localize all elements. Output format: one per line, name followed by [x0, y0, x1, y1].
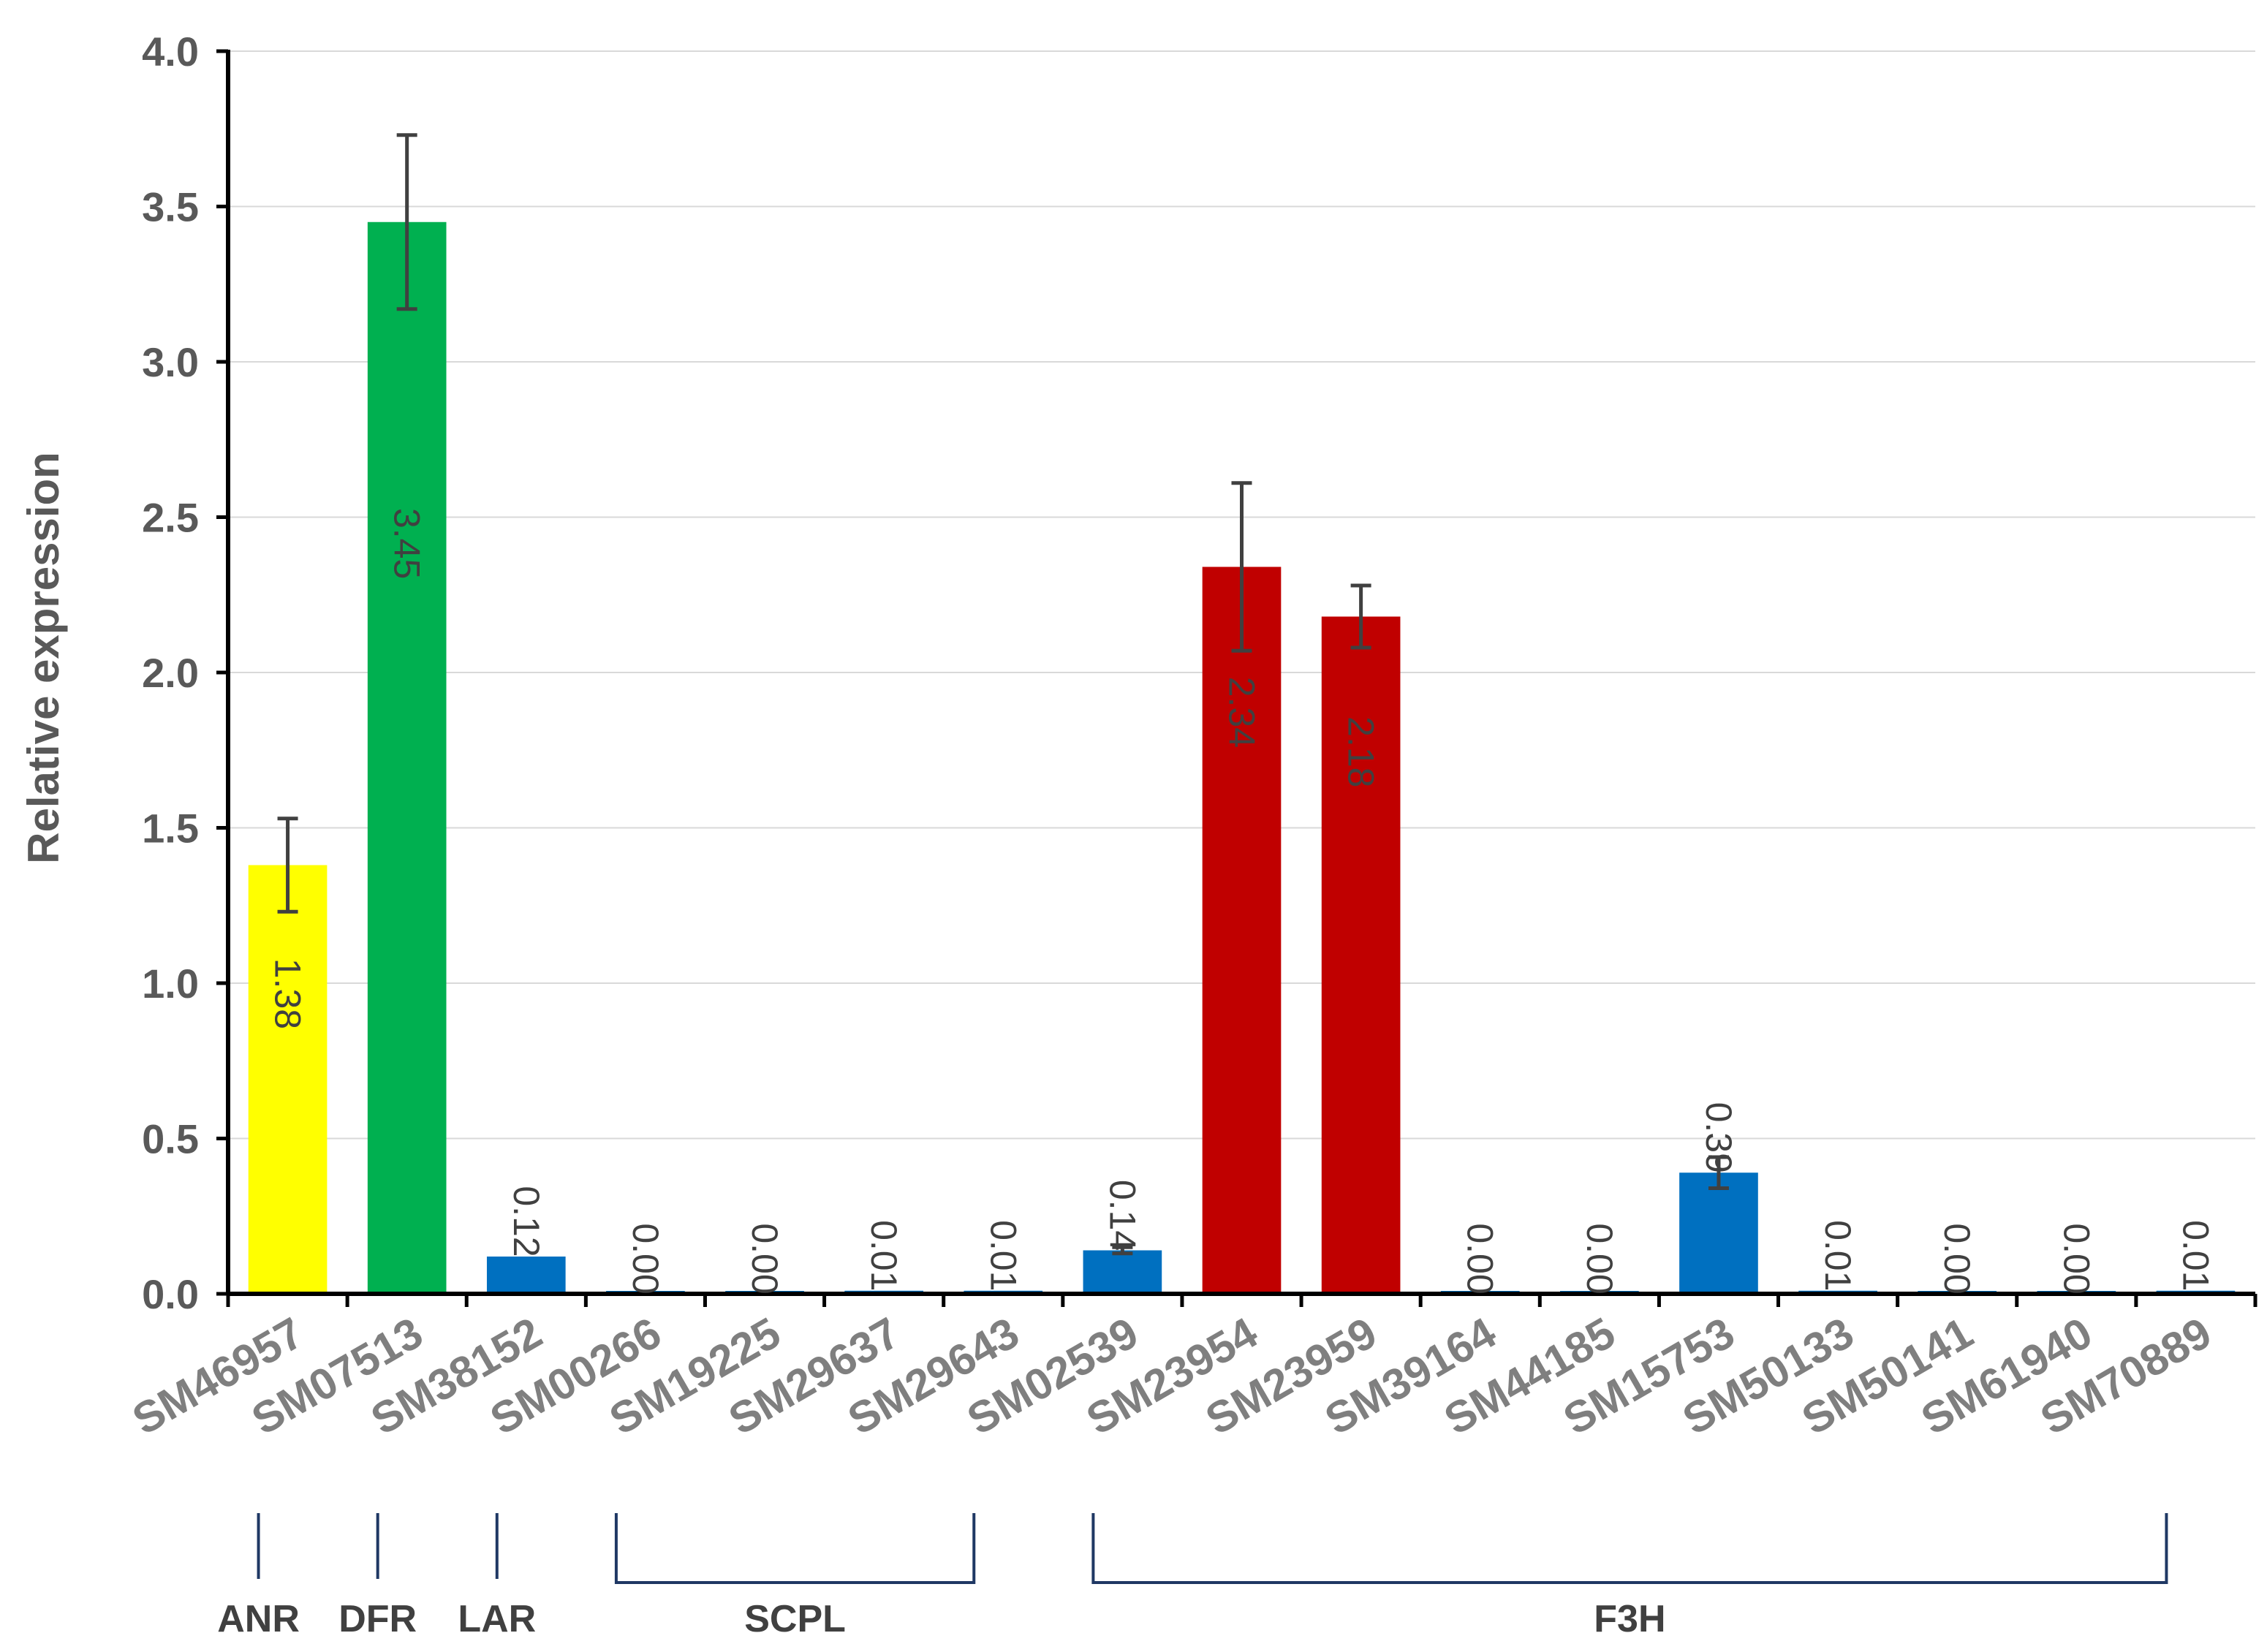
y-tick-label: 3.0: [142, 339, 199, 385]
bar-SM23954: [1202, 567, 1282, 1294]
group-label: F3H: [1594, 1598, 1665, 1640]
data-labels: 1.38 3.45 0.12 0.00 0.00 0.01 0.01 0.14 2.34 2.18…: [268, 508, 2217, 1295]
y-tick-label: 4.0: [142, 29, 199, 75]
data-label: 0.01: [863, 1220, 904, 1291]
data-label: 0.00: [625, 1223, 666, 1294]
y-tick-labels: 0.0 0.5 1.0 1.5 2.0 2.5 3.0 3.5 4.0: [142, 29, 199, 1317]
data-label: 0.01: [1817, 1220, 1858, 1291]
y-axis-label: Relative expression: [19, 452, 68, 864]
y-tick-label: 0.5: [142, 1116, 199, 1162]
data-label: 0.00: [1579, 1223, 1620, 1294]
data-label: 0.39: [1698, 1102, 1739, 1173]
gene-group-annotations: ANR DFR LAR SCPL F3H: [217, 1513, 2168, 1640]
group-label: DFR: [338, 1598, 417, 1640]
bar-SM38152: [486, 1257, 566, 1294]
group-bracket: [614, 1513, 976, 1584]
bar-SM23959: [1321, 616, 1401, 1294]
data-label: 0.14: [1102, 1180, 1143, 1251]
data-label: 0.00: [1460, 1223, 1501, 1294]
y-tick-label: 0.0: [142, 1271, 199, 1317]
data-label: 0.00: [744, 1223, 785, 1294]
error-bars: [277, 133, 1729, 1256]
y-tick-label: 1.5: [142, 806, 199, 852]
y-tick-label: 3.5: [142, 184, 199, 230]
data-label: 2.34: [1222, 677, 1263, 748]
bar-SM07513: [367, 221, 447, 1294]
bar-SM46957: [248, 865, 328, 1294]
group-label: LAR: [458, 1598, 536, 1640]
bars: [248, 221, 2236, 1294]
axes: [216, 49, 2257, 1307]
bar-SM15753: [1679, 1172, 1758, 1294]
data-label: 3.45: [387, 508, 428, 579]
group-bracket: [1091, 1513, 2168, 1584]
group-label: ANR: [217, 1598, 300, 1640]
data-label: 0.01: [983, 1220, 1023, 1291]
data-label: 2.18: [1341, 716, 1382, 787]
y-tick-label: 1.0: [142, 960, 199, 1007]
y-tick-label: 2.0: [142, 650, 199, 696]
data-label: 0.12: [506, 1186, 547, 1257]
data-label: 0.01: [2175, 1220, 2216, 1291]
bar-SM02539: [1083, 1250, 1162, 1294]
x-tick-labels: SM46957SM07513SM38152SM00266SM19225SM296…: [124, 1308, 2219, 1444]
data-label: 0.00: [1937, 1223, 1978, 1294]
y-tick-label: 2.5: [142, 495, 199, 541]
data-label: 1.38: [268, 958, 309, 1029]
group-label: SCPL: [744, 1598, 846, 1640]
data-label: 0.00: [2056, 1223, 2097, 1294]
